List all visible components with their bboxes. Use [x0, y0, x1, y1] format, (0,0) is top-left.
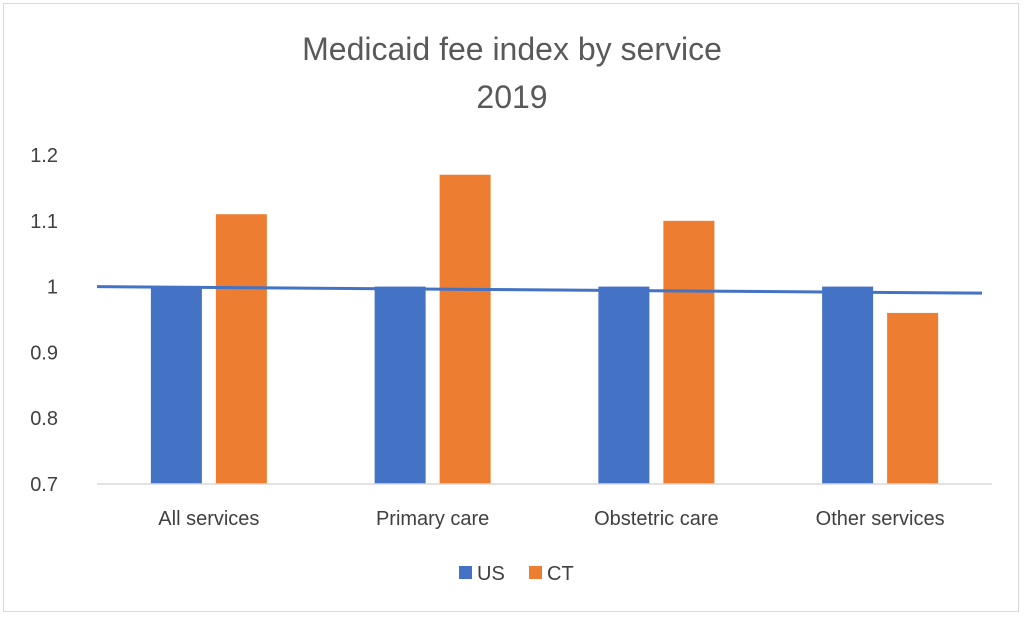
bar-ct-3 [887, 312, 939, 484]
bar-us-0 [150, 286, 202, 484]
reference-line [96, 285, 983, 295]
y-tick-label: 1.1 [30, 211, 58, 233]
bar-us-1 [374, 286, 426, 484]
bar-ct-1 [439, 174, 491, 485]
y-tick-label: 0.9 [30, 342, 58, 364]
category-labels: All services Primary care Obstetric care Ot… [158, 508, 944, 530]
bar-us-3 [822, 286, 874, 484]
legend-label-us: US [477, 563, 505, 585]
bar-ct-0 [215, 214, 267, 484]
bars [150, 174, 939, 485]
y-axis-ticks: 0.7 0.8 0.9 1 1.1 1.2 [30, 145, 58, 496]
chart-subtitle: 2019 [476, 79, 547, 115]
bar-us-2 [598, 286, 650, 484]
x-tick-label: Obstetric care [594, 508, 718, 530]
x-tick-label: Primary care [376, 508, 489, 530]
bar-ct-2 [663, 220, 715, 485]
y-tick-label: 1 [47, 277, 58, 299]
legend-swatch-ct [529, 566, 542, 579]
x-tick-label: Other services [816, 508, 945, 530]
chart-title: Medicaid fee index by service [302, 31, 722, 67]
legend-swatch-us [459, 566, 472, 579]
y-tick-label: 0.8 [30, 408, 58, 430]
legend: US CT [459, 563, 574, 585]
y-tick-label: 0.7 [30, 474, 58, 496]
y-tick-label: 1.2 [30, 145, 58, 167]
legend-label-ct: CT [547, 563, 574, 585]
x-tick-label: All services [158, 508, 259, 530]
